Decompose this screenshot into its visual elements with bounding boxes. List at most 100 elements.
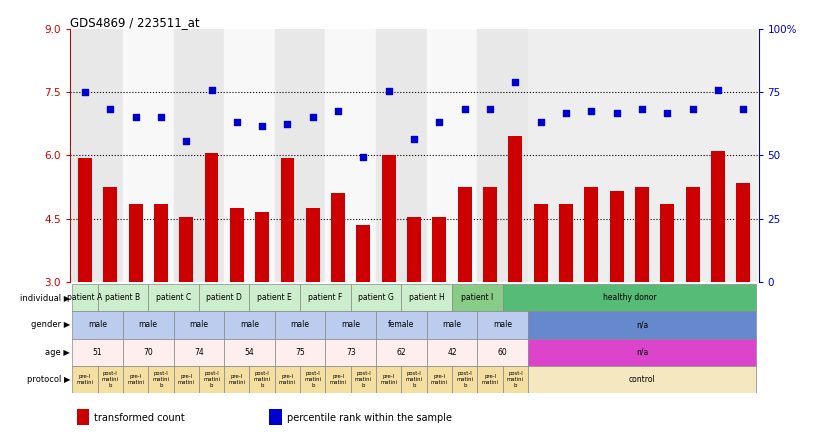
Bar — [325, 366, 351, 393]
Bar — [72, 284, 97, 311]
Bar — [274, 338, 325, 366]
Bar — [123, 366, 148, 393]
Point — [432, 118, 446, 125]
Text: GDS4869 / 223511_at: GDS4869 / 223511_at — [70, 16, 199, 29]
Point — [230, 118, 243, 125]
Text: patient D: patient D — [206, 293, 242, 302]
Text: patient A: patient A — [67, 293, 102, 302]
Text: pre-I
matini: pre-I matini — [228, 374, 245, 385]
Bar — [527, 366, 755, 393]
Text: patient I: patient I — [461, 293, 493, 302]
Point — [256, 123, 269, 130]
Bar — [174, 338, 224, 366]
Point — [584, 107, 597, 115]
Text: protocol ▶: protocol ▶ — [27, 375, 70, 384]
Text: transformed count: transformed count — [93, 412, 184, 423]
Bar — [198, 366, 224, 393]
Bar — [482, 187, 496, 282]
Text: post-I
matini
b: post-I matini b — [355, 371, 372, 388]
Text: 42: 42 — [446, 348, 456, 357]
Bar — [72, 338, 123, 366]
Bar — [584, 187, 598, 282]
Point — [382, 88, 395, 95]
Text: post-I
matini
b: post-I matini b — [405, 371, 422, 388]
Bar — [351, 366, 376, 393]
Point — [711, 87, 724, 94]
Bar — [229, 208, 243, 282]
Bar — [224, 311, 274, 338]
Text: percentile rank within the sample: percentile rank within the sample — [287, 412, 451, 423]
Text: healthy donor: healthy donor — [602, 293, 655, 302]
Bar — [527, 311, 755, 338]
Text: male: male — [88, 321, 107, 329]
Bar — [129, 204, 143, 282]
Text: male: male — [138, 321, 157, 329]
Bar — [376, 338, 426, 366]
Bar — [269, 409, 282, 425]
Bar — [255, 212, 269, 282]
Bar — [578, 29, 604, 282]
Bar — [305, 208, 319, 282]
Bar — [401, 29, 426, 282]
Text: pre-I
matini: pre-I matini — [127, 374, 144, 385]
Bar — [553, 29, 578, 282]
Bar — [559, 204, 572, 282]
Text: 62: 62 — [396, 348, 405, 357]
Bar — [432, 217, 446, 282]
Point — [686, 106, 699, 113]
Text: pre-I
matini: pre-I matini — [76, 374, 93, 385]
Bar — [224, 29, 249, 282]
Bar — [325, 311, 376, 338]
Point — [305, 114, 319, 121]
Bar — [300, 366, 325, 393]
Bar — [97, 29, 123, 282]
Bar — [103, 187, 117, 282]
Bar — [72, 366, 97, 393]
Text: post-I
matini
b: post-I matini b — [152, 371, 170, 388]
Bar — [351, 284, 401, 311]
Text: 73: 73 — [346, 348, 355, 357]
Bar — [78, 158, 92, 282]
Point — [609, 110, 622, 117]
Text: 70: 70 — [143, 348, 153, 357]
Text: patient B: patient B — [105, 293, 140, 302]
Text: 51: 51 — [93, 348, 102, 357]
Text: control: control — [628, 375, 654, 384]
Bar — [198, 29, 224, 282]
Bar — [154, 204, 168, 282]
Bar — [179, 217, 193, 282]
Bar — [97, 284, 148, 311]
Bar — [451, 366, 477, 393]
Text: pre-I
matini: pre-I matini — [278, 374, 296, 385]
Text: gender ▶: gender ▶ — [31, 321, 70, 329]
Point — [281, 120, 294, 127]
Bar — [502, 29, 527, 282]
Point — [154, 114, 167, 121]
Text: 74: 74 — [194, 348, 203, 357]
Bar — [609, 191, 623, 282]
Bar — [274, 311, 325, 338]
Bar — [407, 217, 420, 282]
Bar — [704, 29, 730, 282]
Point — [509, 78, 522, 85]
Bar — [76, 409, 89, 425]
Point — [635, 106, 648, 113]
Bar — [654, 29, 679, 282]
Bar — [527, 29, 553, 282]
Bar — [382, 155, 396, 282]
Point — [533, 118, 546, 125]
Text: pre-I
matini: pre-I matini — [178, 374, 194, 385]
Bar — [249, 29, 274, 282]
Bar — [451, 29, 477, 282]
Text: post-I
matini
b: post-I matini b — [253, 371, 270, 388]
Bar — [351, 29, 376, 282]
Point — [205, 87, 218, 94]
Bar — [527, 338, 755, 366]
Text: 54: 54 — [244, 348, 254, 357]
Text: pre-I
matini: pre-I matini — [481, 374, 498, 385]
Point — [179, 137, 192, 144]
Bar — [376, 366, 401, 393]
Point — [735, 106, 749, 113]
Point — [129, 114, 142, 121]
Bar — [198, 284, 249, 311]
